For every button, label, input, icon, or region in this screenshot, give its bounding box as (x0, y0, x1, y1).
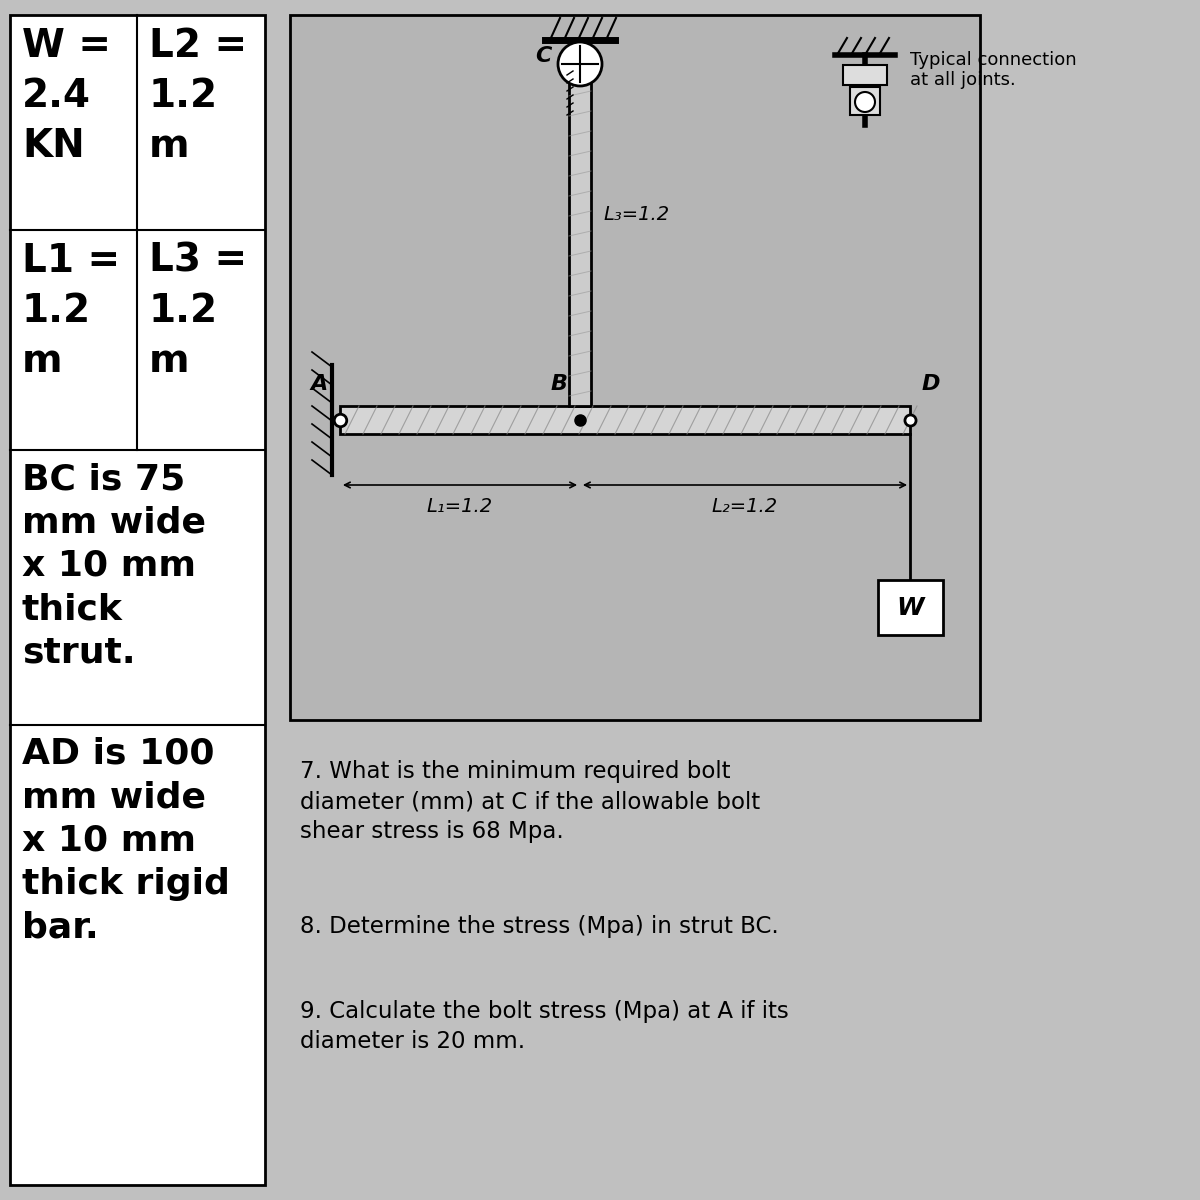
Text: L₁=1.2: L₁=1.2 (427, 497, 493, 516)
Text: 2.4: 2.4 (22, 77, 91, 115)
Bar (569, 70, 592, 406)
Text: Typical connection
at all joints.: Typical connection at all joints. (910, 50, 1076, 90)
Text: m: m (149, 127, 190, 164)
Bar (842, 65, 887, 85)
Text: 1.2: 1.2 (22, 292, 91, 330)
Text: BC is 75
mm wide
x 10 mm
thick
strut.: BC is 75 mm wide x 10 mm thick strut. (22, 462, 206, 670)
Text: W: W (896, 596, 924, 620)
Text: L₃=1.2: L₃=1.2 (604, 205, 670, 224)
Text: KN: KN (22, 127, 85, 164)
Bar (10, 14, 265, 1186)
Circle shape (854, 92, 875, 112)
Bar (340, 406, 910, 434)
Circle shape (558, 42, 602, 86)
Bar (850, 86, 880, 115)
Text: 1.2: 1.2 (149, 77, 218, 115)
Text: D: D (922, 374, 941, 394)
Text: A: A (311, 374, 328, 394)
Text: L₂=1.2: L₂=1.2 (712, 497, 778, 516)
Text: 7. What is the minimum required bolt
diameter (mm) at C if the allowable bolt
sh: 7. What is the minimum required bolt dia… (300, 760, 760, 844)
Text: m: m (149, 342, 190, 380)
Text: 1.2: 1.2 (149, 292, 218, 330)
Text: W =: W = (22, 26, 112, 65)
Bar (290, 14, 980, 720)
Text: L3 =: L3 = (149, 242, 247, 280)
Text: m: m (22, 342, 62, 380)
Text: 8. Determine the stress (Mpa) in strut BC.: 8. Determine the stress (Mpa) in strut B… (300, 914, 779, 938)
Text: AD is 100
mm wide
x 10 mm
thick rigid
bar.: AD is 100 mm wide x 10 mm thick rigid ba… (22, 737, 230, 944)
Text: C: C (535, 46, 552, 66)
Bar (878, 580, 943, 635)
Text: L1 =: L1 = (22, 242, 120, 280)
Text: 9. Calculate the bolt stress (Mpa) at A if its
diameter is 20 mm.: 9. Calculate the bolt stress (Mpa) at A … (300, 1000, 788, 1054)
Text: L2 =: L2 = (149, 26, 247, 65)
Text: B: B (551, 374, 568, 394)
